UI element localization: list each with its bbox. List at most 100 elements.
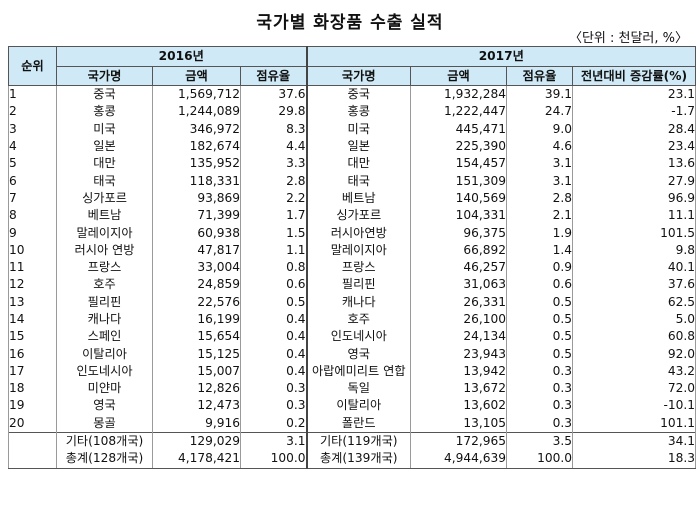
table-row: 15 스페인 15,654 0.4 인도네시아 24,134 0.5 60.8 — [8, 328, 697, 346]
change-cell: 5.0 — [571, 310, 697, 329]
share-2016-cell: 0.4 — [240, 328, 307, 346]
share-2016-cell: 0.4 — [240, 345, 307, 363]
rank-cell: 6 — [8, 172, 57, 190]
table-row: 2 홍콩 1,244,089 29.8 홍콩 1,222,447 24.7 -1.7 — [8, 103, 697, 121]
rank-cell — [8, 431, 57, 451]
change-cell: 60.8 — [571, 328, 697, 346]
country-2016-cell: 이탈리아 — [56, 345, 153, 363]
table-row: 12 호주 24,859 0.6 필리핀 31,063 0.6 37.6 — [8, 276, 697, 294]
table-body: 1 중국 1,569,712 37.6 중국 1,932,284 39.1 23.1 2 홍콩 1,… — [8, 85, 697, 469]
amount-2016-cell: 16,199 — [152, 310, 241, 329]
country-2016-cell: 미국 — [56, 120, 153, 138]
share-2016-cell: 0.5 — [240, 293, 307, 311]
amount-2016-cell: 15,654 — [152, 328, 241, 346]
page-title: 국가별 화장품 수출 실적 — [256, 13, 444, 33]
share-2016-cell: 2.2 — [240, 189, 307, 208]
table-row: 7 싱가포르 93,869 2.2 베트남 140,569 2.8 96.9 — [8, 189, 697, 208]
share-2016-cell: 3.1 — [240, 431, 307, 451]
share-2016-cell: 0.2 — [240, 414, 307, 433]
share-2017-cell: 1.9 — [506, 224, 573, 242]
rank-cell: 4 — [8, 137, 57, 156]
table-row: 3 미국 346,972 8.3 미국 445,471 9.0 28.4 — [8, 120, 697, 138]
rank-cell: 7 — [8, 189, 57, 208]
share-2016-cell: 2.8 — [240, 172, 307, 190]
amount-2017-cell: 151,309 — [410, 172, 507, 190]
amount-2017-cell: 46,257 — [410, 258, 507, 277]
country-2017-cell: 중국 — [305, 85, 411, 104]
amount-2016-cell: 22,576 — [152, 293, 241, 311]
country-header-2016: 국가명 — [56, 66, 153, 86]
table-row: 9 말레이지아 60,938 1.5 러시아연방 96,375 1.9 101.5 — [8, 224, 697, 242]
amount-2016-cell: 12,826 — [152, 380, 241, 398]
country-2017-cell: 홍콩 — [305, 103, 411, 121]
country-2017-cell: 필리핀 — [305, 276, 411, 294]
share-2017-cell: 1.4 — [506, 241, 573, 259]
change-header: 전년대비 증감률(%) — [571, 66, 697, 86]
country-2017-cell: 미국 — [305, 120, 411, 138]
amount-2016-cell: 118,331 — [152, 172, 241, 190]
country-2016-cell: 영국 — [56, 397, 153, 415]
share-2016-cell: 8.3 — [240, 120, 307, 138]
country-2016-cell: 말레이지아 — [56, 224, 153, 242]
country-2017-cell: 이탈리아 — [305, 397, 411, 415]
change-cell: 23.4 — [571, 137, 697, 156]
change-cell: 34.1 — [571, 431, 697, 451]
rank-cell: 5 — [8, 155, 57, 173]
export-table: 순위 2016년 2017년 국가명 금액 점유율 국가명 금액 점유율 전년대… — [8, 46, 697, 469]
country-2016-cell: 캐나다 — [56, 310, 153, 329]
country-2016-cell: 싱가포르 — [56, 189, 153, 208]
table-row: 16 이탈리아 15,125 0.4 영국 23,943 0.5 92.0 — [8, 345, 697, 363]
change-cell: 37.6 — [571, 276, 697, 294]
country-2016-cell: 러시아 연방 — [56, 241, 153, 259]
share-2017-cell: 0.6 — [506, 276, 573, 294]
country-2016-cell: 호주 — [56, 276, 153, 294]
change-cell: -1.7 — [571, 103, 697, 121]
share-2017-cell: 0.3 — [506, 380, 573, 398]
amount-2016-cell: 33,004 — [152, 258, 241, 277]
share-2016-cell: 0.4 — [240, 362, 307, 381]
share-2017-cell: 0.3 — [506, 414, 573, 433]
change-cell: 23.1 — [571, 85, 697, 104]
share-2017-cell: 39.1 — [506, 85, 573, 104]
country-2016-cell: 프랑스 — [56, 258, 153, 277]
amount-2017-cell: 1,222,447 — [410, 103, 507, 121]
country-2017-cell: 대만 — [305, 155, 411, 173]
country-2016-cell: 스페인 — [56, 328, 153, 346]
year-2016-header: 2016년 — [56, 46, 307, 67]
table-row: 1 중국 1,569,712 37.6 중국 1,932,284 39.1 23.1 — [8, 85, 697, 104]
share-2016-cell: 4.4 — [240, 137, 307, 156]
share-2017-cell: 0.5 — [506, 310, 573, 329]
amount-2017-cell: 4,944,639 — [410, 450, 507, 469]
share-2016-cell: 0.4 — [240, 310, 307, 329]
country-2017-cell: 기타(119개국) — [305, 431, 411, 451]
change-cell: 40.1 — [571, 258, 697, 277]
country-2016-cell: 몽골 — [56, 414, 153, 433]
table-row: 총계(128개국) 4,178,421 100.0 총계(139개국) 4,944,63… — [8, 450, 697, 469]
amount-2016-cell: 47,817 — [152, 241, 241, 259]
country-2016-cell: 필리핀 — [56, 293, 153, 311]
share-2016-cell: 37.6 — [240, 85, 307, 104]
change-cell: 28.4 — [571, 120, 697, 138]
rank-cell: 2 — [8, 103, 57, 121]
share-2016-cell: 100.0 — [240, 450, 307, 469]
rank-cell: 15 — [8, 328, 57, 346]
amount-2017-cell: 26,100 — [410, 310, 507, 329]
amount-2016-cell: 1,569,712 — [152, 85, 241, 104]
share-2017-cell: 3.1 — [506, 155, 573, 173]
share-2016-cell: 29.8 — [240, 103, 307, 121]
change-cell: 13.6 — [571, 155, 697, 173]
change-cell: 72.0 — [571, 380, 697, 398]
amount-2016-cell: 135,952 — [152, 155, 241, 173]
country-2017-cell: 러시아연방 — [305, 224, 411, 242]
rank-cell: 13 — [8, 293, 57, 311]
amount-2016-cell: 93,869 — [152, 189, 241, 208]
change-cell: 62.5 — [571, 293, 697, 311]
rank-cell: 18 — [8, 380, 57, 398]
amount-2017-cell: 31,063 — [410, 276, 507, 294]
share-2017-cell: 2.8 — [506, 189, 573, 208]
table-row: 11 프랑스 33,004 0.8 프랑스 46,257 0.9 40.1 — [8, 258, 697, 277]
share-header-2017: 점유율 — [506, 66, 573, 86]
share-2017-cell: 9.0 — [506, 120, 573, 138]
share-2017-cell: 0.3 — [506, 362, 573, 381]
